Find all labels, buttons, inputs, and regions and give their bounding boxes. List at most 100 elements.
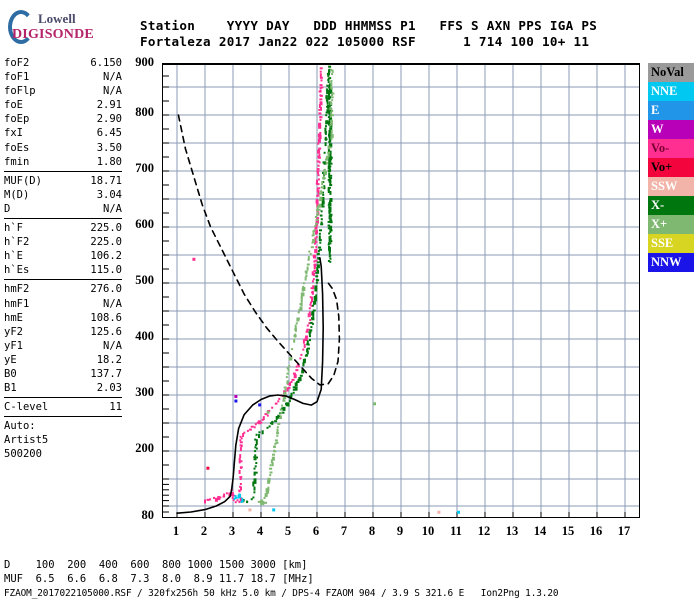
- echo-point: [319, 76, 323, 79]
- echo-point: [328, 90, 331, 93]
- echo-point: [273, 449, 276, 452]
- echo-point: [301, 369, 305, 374]
- param-group-virtual-heights: h`F 225.0 h`F2 225.0 h`E 106.2 h`Es 115.0: [4, 218, 122, 277]
- legend-item-sse[interactable]: SSE: [648, 234, 694, 253]
- echo-point: [326, 120, 329, 123]
- echo-point: [283, 391, 287, 396]
- echo-point: [315, 229, 319, 234]
- echo-point: [319, 84, 323, 87]
- legend-item-noval[interactable]: NoVal: [648, 63, 694, 82]
- echo-point: [303, 338, 306, 341]
- param-value: 115.0: [90, 264, 122, 277]
- echo-point: [253, 458, 257, 461]
- echo-point: [295, 365, 298, 368]
- param-key: hmF2: [4, 283, 30, 296]
- echo-point: [330, 103, 332, 105]
- legend-item-nnw[interactable]: NNW: [648, 253, 694, 272]
- param-value: 276.0: [90, 283, 122, 296]
- echo-point: [317, 164, 320, 167]
- legend-item-e[interactable]: E: [648, 101, 694, 120]
- echo-point: [325, 156, 328, 161]
- echo-point: [237, 494, 240, 499]
- echo-point: [328, 217, 332, 220]
- echo-point: [319, 241, 322, 244]
- echo-point: [312, 232, 315, 237]
- echo-point: [307, 347, 310, 350]
- echo-point: [329, 138, 332, 141]
- echo-point: [293, 338, 296, 343]
- echo-point: [241, 500, 244, 502]
- doppler-legend[interactable]: NoVal NNE E W Vo- Vo+ SSW X- X+ SSE NNW: [648, 63, 694, 272]
- echo-point: [287, 402, 290, 407]
- echo-point: [286, 387, 289, 392]
- echo-point: [320, 86, 324, 89]
- echo-point: [317, 142, 320, 145]
- echo-point: [306, 324, 309, 327]
- echo-point: [316, 211, 319, 216]
- legend-item-w[interactable]: W: [648, 120, 694, 139]
- echo-point: [329, 127, 333, 130]
- echo-point: [328, 242, 331, 245]
- echo-point: [329, 221, 333, 224]
- echo-point: [255, 439, 258, 442]
- echo-point: [330, 81, 333, 85]
- param-value: 125.6: [90, 325, 122, 338]
- echo-point: [328, 84, 332, 89]
- param-key: hmF1: [4, 297, 30, 310]
- echo-point: [236, 499, 239, 502]
- legend-item-x-[interactable]: X+: [648, 215, 694, 234]
- echo-point: [327, 77, 330, 80]
- x-tick-label: 8: [368, 524, 376, 538]
- echo-point: [319, 192, 322, 195]
- echo-point: [248, 428, 252, 431]
- echo-point: [318, 161, 321, 164]
- echo-point: [254, 471, 258, 474]
- stray-echo-point: [272, 508, 276, 512]
- legend-item-x-[interactable]: X-: [648, 196, 694, 215]
- echo-point: [294, 333, 297, 338]
- echo-point: [321, 205, 325, 208]
- echo-point: [302, 348, 305, 351]
- echo-point: [239, 460, 243, 463]
- legend-item-ssw[interactable]: SSW: [648, 177, 694, 196]
- ionogram-plot-area[interactable]: [162, 63, 640, 518]
- echo-point: [316, 160, 320, 163]
- echo-point: [280, 407, 283, 410]
- echo-point: [325, 99, 328, 102]
- stray-echo-point: [248, 508, 252, 512]
- echo-point: [297, 317, 300, 320]
- echo-point: [294, 324, 297, 329]
- echo-point: [321, 197, 325, 201]
- param-key: C-level: [4, 401, 49, 414]
- echo-point: [313, 270, 317, 273]
- echo-point: [331, 92, 335, 95]
- footer-muf-row: MUF 6.5 6.6 6.8 7.3 8.0 8.9 11.7 18.7 [M…: [4, 573, 314, 585]
- echo-point: [317, 174, 320, 177]
- echo-point: [318, 246, 322, 249]
- stray-echo-point: [234, 399, 238, 403]
- echo-point: [293, 374, 297, 379]
- echo-point: [275, 441, 279, 444]
- echo-point: [279, 415, 282, 418]
- echo-point: [327, 116, 331, 119]
- echo-point: [314, 225, 317, 227]
- echo-point: [327, 71, 330, 76]
- echo-point: [288, 400, 291, 403]
- echo-point: [329, 230, 332, 233]
- echo-point: [329, 154, 332, 157]
- echo-point: [240, 445, 243, 448]
- legend-item-nne[interactable]: NNE: [648, 82, 694, 101]
- echo-point: [329, 77, 332, 80]
- echo-point: [320, 191, 323, 194]
- echo-point: [238, 459, 241, 464]
- echo-point: [240, 501, 243, 503]
- echo-point: [329, 96, 332, 99]
- echo-point: [319, 118, 322, 121]
- legend-item-vo-[interactable]: Vo+: [648, 158, 694, 177]
- ionogram-canvas[interactable]: [162, 63, 640, 518]
- echo-point: [239, 454, 242, 459]
- echo-point: [310, 287, 313, 290]
- legend-item-vo-[interactable]: Vo-: [648, 139, 694, 158]
- echo-point: [263, 497, 266, 499]
- param-key: MUF(D): [4, 174, 42, 187]
